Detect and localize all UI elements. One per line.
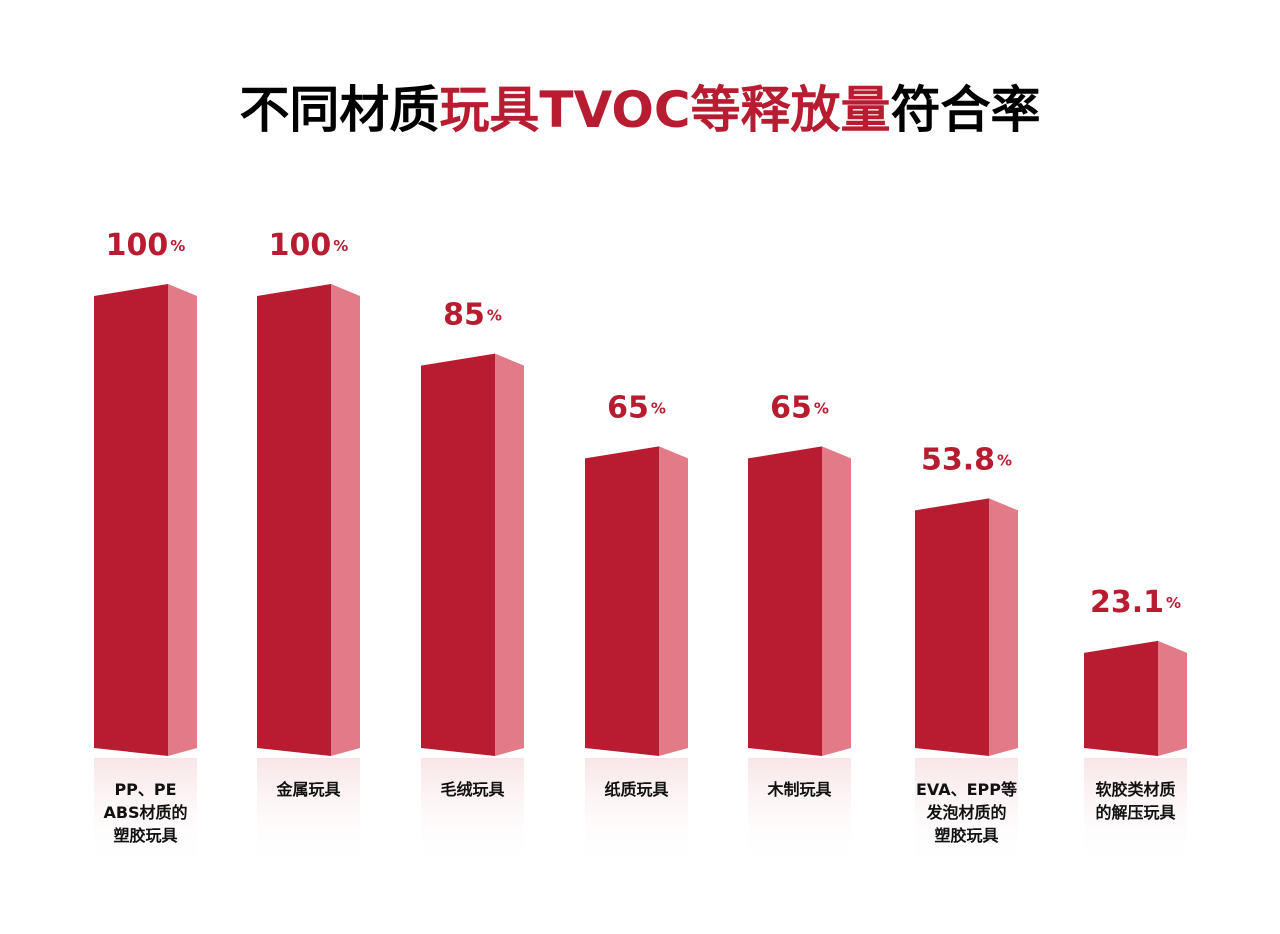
x-tick-line: 纸质玩具 bbox=[604, 780, 668, 799]
title-part: 符合率 bbox=[891, 81, 1041, 139]
bar-side bbox=[495, 353, 524, 756]
value-unit: % bbox=[487, 306, 502, 324]
x-tick-line: EVA、EPP等 bbox=[916, 780, 1017, 799]
x-tick-line: 软胶类材质 bbox=[1095, 780, 1175, 799]
x-tick-label: 纸质玩具 bbox=[604, 780, 668, 799]
bar-front bbox=[585, 446, 659, 756]
x-tick-line: 的解压玩具 bbox=[1095, 803, 1175, 822]
x-tick-line: 木制玩具 bbox=[766, 780, 831, 799]
x-tick-line: PP、PE bbox=[114, 780, 176, 799]
bar-front bbox=[94, 284, 168, 756]
value-unit: % bbox=[651, 399, 666, 417]
x-tick-line: 发泡材质的 bbox=[925, 803, 1006, 822]
x-tick-line: 塑胶玩具 bbox=[934, 826, 998, 845]
value-label: 65% bbox=[770, 390, 829, 425]
bar-side bbox=[168, 284, 197, 756]
value-label: 100% bbox=[106, 228, 186, 263]
bar-side bbox=[659, 446, 688, 756]
bar bbox=[257, 284, 360, 756]
title-part: 玩具TVOC等释放量 bbox=[439, 81, 890, 139]
bar bbox=[94, 284, 197, 756]
bar bbox=[915, 498, 1018, 756]
bar bbox=[421, 353, 524, 756]
value-label: 85% bbox=[443, 297, 502, 332]
value-unit: % bbox=[1166, 593, 1181, 611]
bar-front bbox=[257, 284, 331, 756]
bar-side bbox=[1158, 640, 1187, 756]
x-tick-label: EVA、EPP等发泡材质的塑胶玩具 bbox=[916, 780, 1017, 845]
bar-reflection bbox=[257, 758, 360, 868]
x-tick-line: 毛绒玩具 bbox=[440, 780, 504, 799]
x-tick-label: PP、PE ABS材质的塑胶玩具 bbox=[103, 780, 187, 845]
x-tick-line: 塑胶玩具 bbox=[113, 826, 177, 845]
value-number: 85 bbox=[443, 297, 485, 332]
bar-reflection bbox=[1084, 758, 1187, 868]
bar bbox=[1084, 640, 1187, 756]
value-number: 53.8 bbox=[921, 442, 995, 477]
value-number: 65 bbox=[607, 390, 649, 425]
x-tick-label: 木制玩具 bbox=[766, 780, 831, 799]
bar-reflection bbox=[915, 758, 1018, 868]
x-tick-label: 金属玩具 bbox=[275, 780, 340, 799]
value-label: 65% bbox=[607, 390, 666, 425]
bar-front bbox=[421, 353, 495, 756]
x-tick-label: 软胶类材质的解压玩具 bbox=[1095, 780, 1175, 822]
bar-front bbox=[748, 446, 822, 756]
bar-front bbox=[1084, 640, 1158, 756]
chart-title: 不同材质玩具TVOC等释放量符合率 bbox=[239, 81, 1040, 139]
value-unit: % bbox=[333, 237, 348, 255]
value-label: 23.1% bbox=[1090, 584, 1181, 619]
x-tick-line: 金属玩具 bbox=[275, 780, 340, 799]
value-label: 53.8% bbox=[921, 442, 1012, 477]
x-tick-line: ABS材质的 bbox=[103, 803, 187, 822]
title-part: 不同材质 bbox=[239, 81, 439, 139]
bar-side bbox=[331, 284, 360, 756]
bar-reflection bbox=[94, 758, 197, 868]
value-label: 100% bbox=[269, 228, 349, 263]
value-number: 65 bbox=[770, 390, 812, 425]
value-number: 100 bbox=[106, 228, 169, 263]
x-tick-label: 毛绒玩具 bbox=[440, 780, 504, 799]
bar-reflection bbox=[748, 758, 851, 868]
value-number: 23.1 bbox=[1090, 584, 1164, 619]
value-number: 100 bbox=[269, 228, 332, 263]
value-unit: % bbox=[814, 399, 829, 417]
bar-reflection bbox=[421, 758, 524, 868]
bar bbox=[748, 446, 851, 756]
bar-side bbox=[989, 498, 1018, 756]
bar bbox=[585, 446, 688, 756]
bar-front bbox=[915, 498, 989, 756]
bar-side bbox=[822, 446, 851, 756]
value-unit: % bbox=[170, 237, 185, 255]
value-unit: % bbox=[997, 451, 1012, 469]
bar-reflection bbox=[585, 758, 688, 868]
